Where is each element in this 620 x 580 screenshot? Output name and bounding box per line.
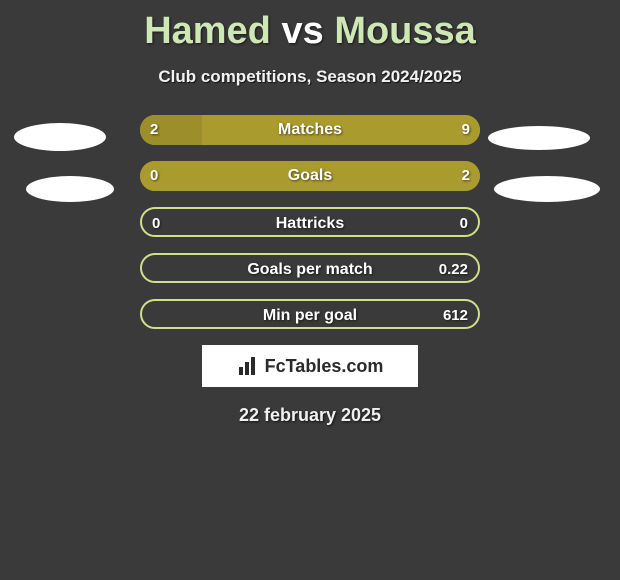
subtitle: Club competitions, Season 2024/2025 <box>0 67 620 87</box>
page-title: Hamed vs Moussa <box>0 0 620 53</box>
stat-row: Min per goal612 <box>0 299 620 329</box>
stat-value-left: 0 <box>150 161 158 191</box>
stat-label: Matches <box>140 115 480 145</box>
stat-bar: Goals per match0.22 <box>140 253 480 283</box>
stat-label: Hattricks <box>142 209 478 237</box>
stat-bar: Hattricks0 0 <box>140 207 480 237</box>
stat-value-right: 0.22 <box>439 255 468 283</box>
team-crest-placeholder <box>14 123 106 151</box>
stat-value-left: 0 <box>152 209 160 237</box>
bar-chart-icon <box>237 355 259 377</box>
vs-text: vs <box>281 10 323 52</box>
team-crest-placeholder <box>494 176 600 202</box>
stat-label: Goals per match <box>142 255 478 283</box>
stat-value-right: 2 <box>462 161 470 191</box>
fctables-logo[interactable]: FcTables.com <box>202 345 418 387</box>
stat-value-right: 612 <box>443 301 468 329</box>
stat-bar: Goals0 2 <box>140 161 480 191</box>
team-crest-placeholder <box>26 176 114 202</box>
stat-label: Goals <box>140 161 480 191</box>
date-text: 22 february 2025 <box>0 405 620 426</box>
stat-bar: Min per goal612 <box>140 299 480 329</box>
stat-row: Hattricks0 0 <box>0 207 620 237</box>
player2-name: Moussa <box>334 10 475 52</box>
stat-bar: Matches2 9 <box>140 115 480 145</box>
stat-row: Goals per match0.22 <box>0 253 620 283</box>
stat-label: Min per goal <box>142 301 478 329</box>
player1-name: Hamed <box>144 10 271 52</box>
stat-value-right: 0 <box>460 209 468 237</box>
stat-value-left: 2 <box>150 115 158 145</box>
team-crest-placeholder <box>488 126 590 150</box>
logo-text: FcTables.com <box>265 356 384 377</box>
stat-value-right: 9 <box>462 115 470 145</box>
